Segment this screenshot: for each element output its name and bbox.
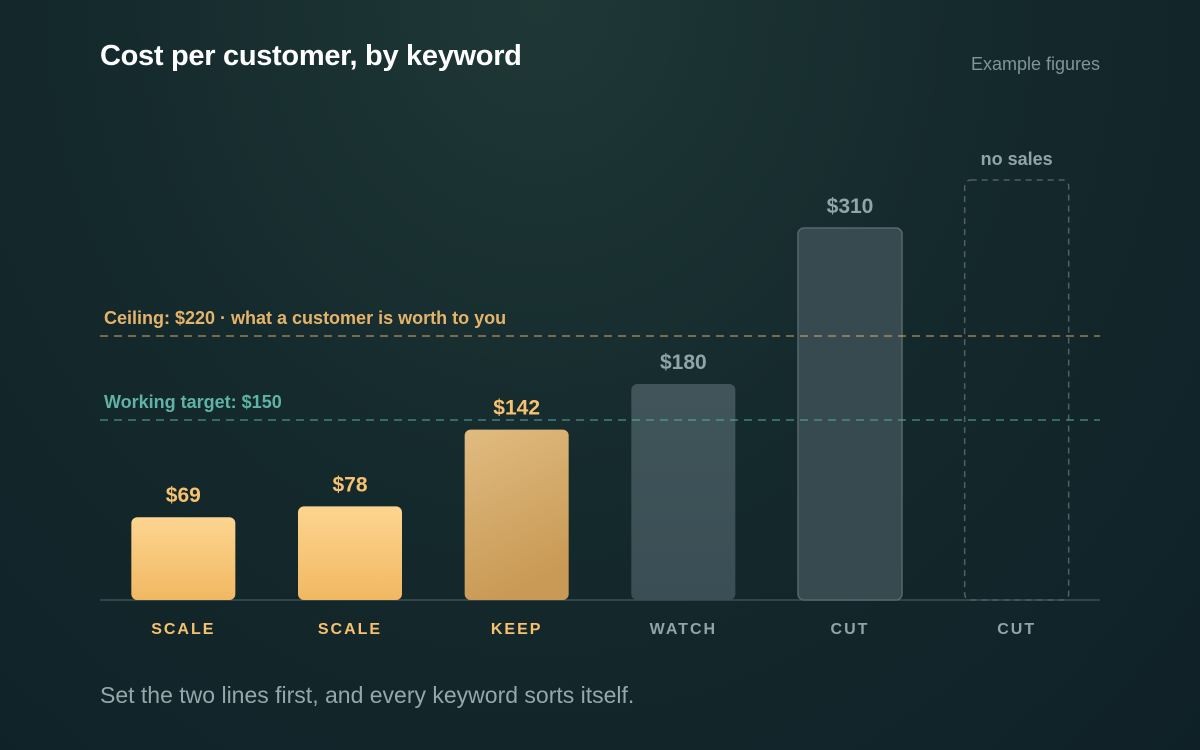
- reference-lines-layer: [100, 335, 1100, 421]
- value-label: $78: [332, 473, 367, 496]
- value-label: $69: [166, 484, 201, 507]
- category-label: SCALE: [318, 621, 382, 638]
- bar: [464, 429, 569, 600]
- bar-no-sales: [963, 179, 1070, 601]
- category-label: SCALE: [151, 621, 215, 638]
- bar: [631, 384, 736, 600]
- labels-layer: $69 SCALE $78 SCALE $142 KEEP $180 WATCH $310 CUT…: [104, 149, 1053, 638]
- value-label: no sales: [981, 149, 1053, 169]
- category-label: KEEP: [491, 621, 543, 638]
- ceiling-label: Ceiling: $220 · what a customer is worth…: [104, 308, 506, 328]
- bar: [298, 506, 402, 600]
- bars-layer: [100, 179, 1100, 601]
- bar: [797, 227, 903, 601]
- value-label: $180: [660, 351, 707, 374]
- target-label: Working target: $150: [104, 392, 282, 412]
- bar: [131, 517, 236, 600]
- chart-title: Cost per customer, by keyword: [100, 40, 522, 72]
- footer-caption: Set the two lines first, and every keywo…: [100, 682, 635, 708]
- category-label: WATCH: [650, 621, 717, 638]
- category-label: CUT: [831, 621, 870, 638]
- category-label: CUT: [997, 621, 1036, 638]
- value-label: $310: [827, 195, 874, 218]
- example-figures-note: Example figures: [970, 54, 1100, 74]
- value-label: $142: [493, 397, 540, 420]
